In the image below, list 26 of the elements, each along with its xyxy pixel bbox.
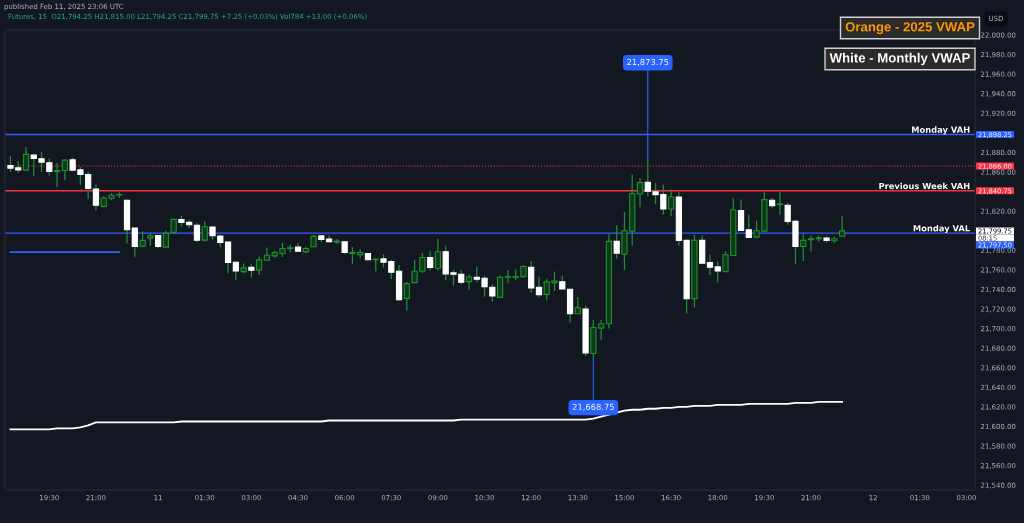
annotation: 21,668.75 (572, 403, 614, 411)
candlestick (535, 276, 543, 299)
annotation: 21,873.75 (627, 58, 669, 67)
candlestick (737, 198, 745, 232)
ref-line-label: Previous Week VAH (879, 182, 970, 190)
candlestick (800, 233, 807, 262)
candlestick (53, 162, 61, 188)
candlestick (256, 255, 263, 276)
candlestick (838, 215, 846, 237)
candlestick (807, 234, 815, 253)
candlestick (776, 191, 784, 216)
annotation: White - Monthly VWAP (829, 52, 970, 66)
candlestick (22, 146, 30, 172)
candlestick (61, 158, 68, 181)
candlestick (465, 273, 473, 291)
candlestick (496, 274, 504, 299)
annotation: Orange - 2025 VWAP (845, 22, 975, 35)
candlestick (667, 188, 675, 217)
candlestick (636, 177, 644, 208)
ref-line-label: Monday VAL (913, 224, 970, 234)
ref-line-label: Monday VAH (911, 126, 970, 135)
candlestick (434, 238, 442, 272)
candlestick (403, 281, 410, 312)
line-series (9, 401, 843, 431)
candlestick (193, 222, 201, 243)
candlestick (706, 254, 714, 276)
